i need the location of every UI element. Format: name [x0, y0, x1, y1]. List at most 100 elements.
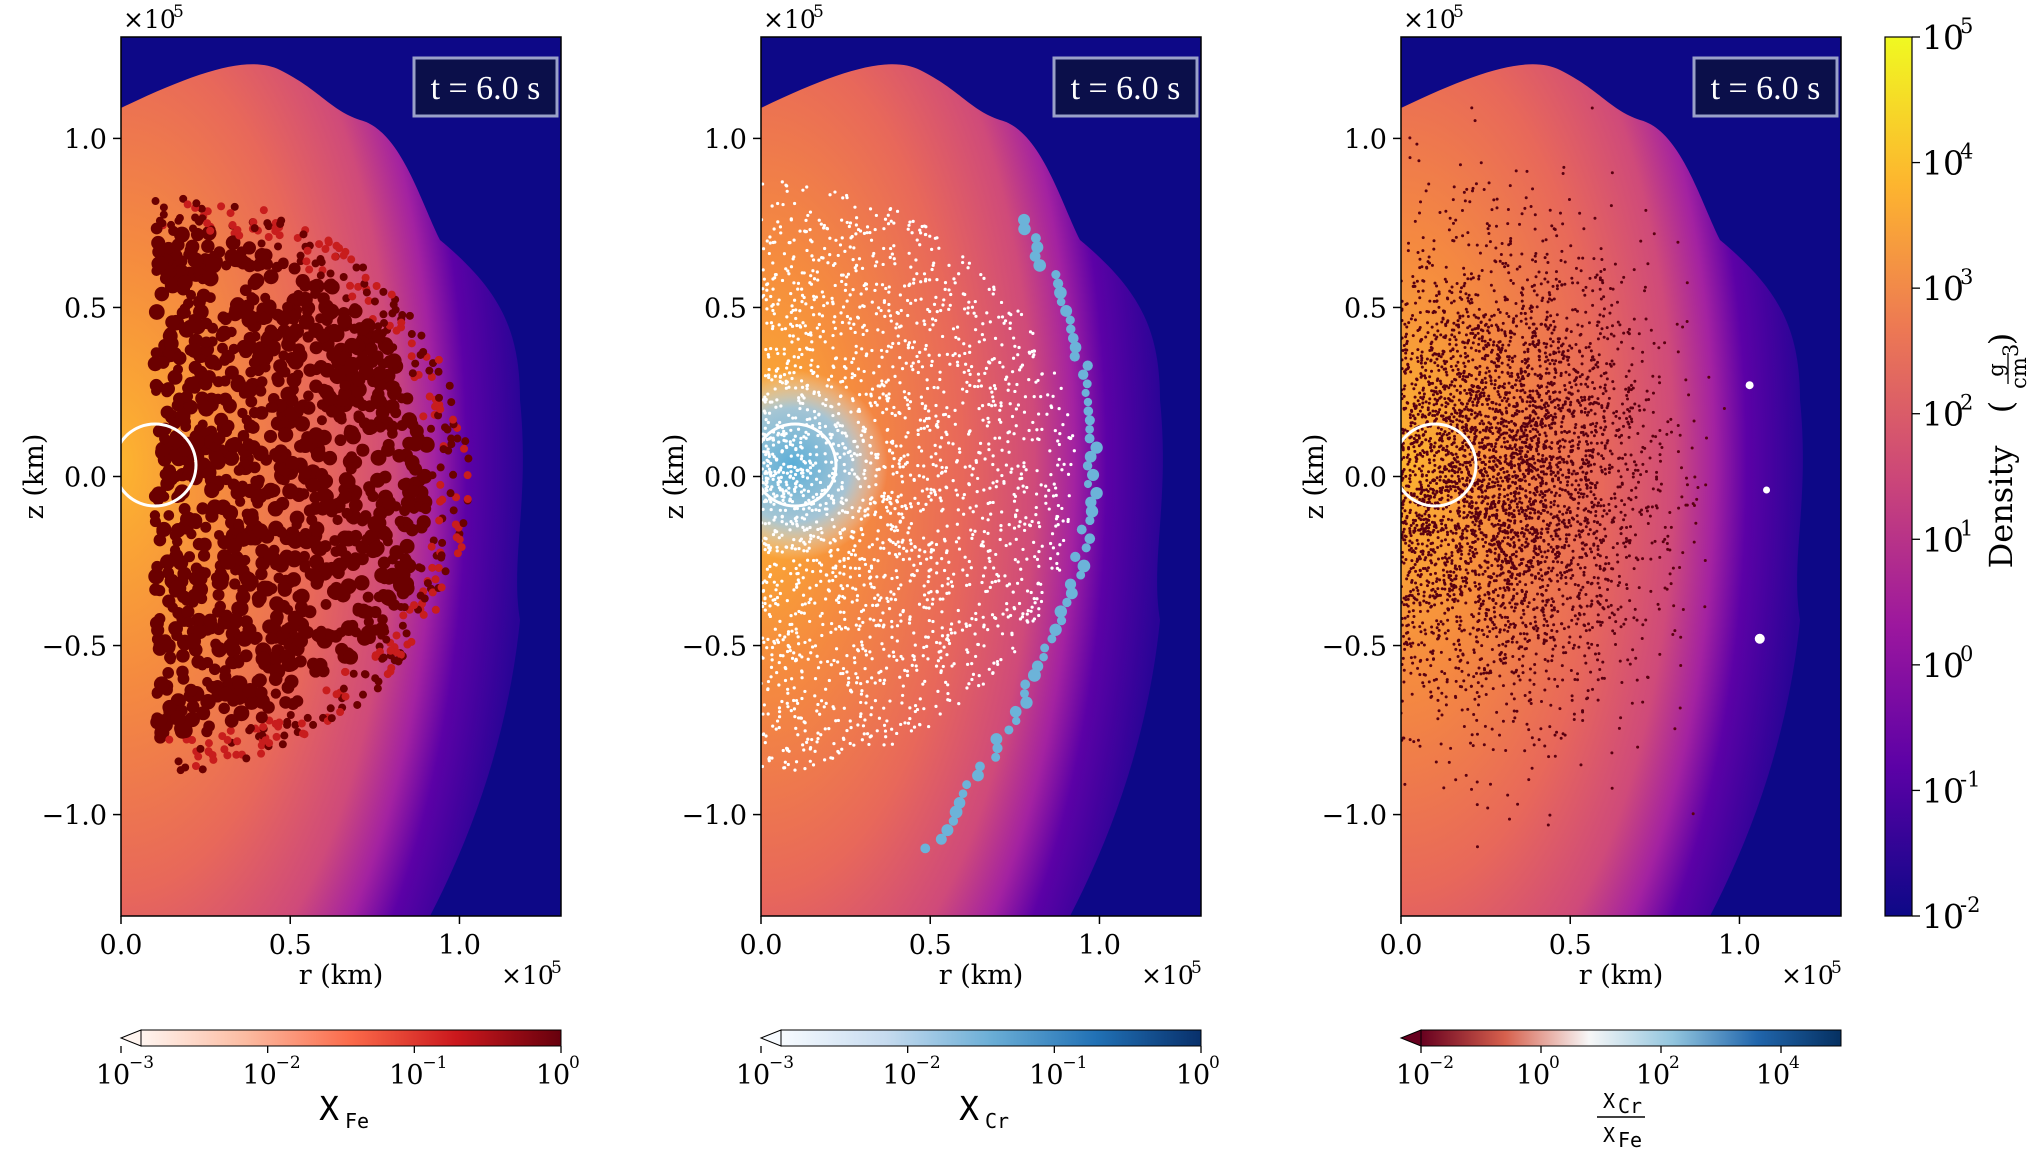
fe-particle [225, 450, 236, 462]
cr-particle [869, 713, 873, 717]
fe-particle [361, 273, 370, 282]
colorbar-gradient [780, 1029, 1202, 1047]
cr-particle [829, 460, 834, 464]
cr-particle [888, 699, 892, 703]
ratio-particle [1564, 336, 1568, 340]
ratio-particle [1447, 760, 1451, 764]
ratio-particle [1610, 452, 1614, 456]
cr-particle [859, 379, 863, 383]
x-tick-label: 0.0 [100, 930, 143, 961]
cr-particle [951, 327, 956, 331]
cr-particle [876, 529, 880, 533]
cr-particle [789, 428, 793, 432]
cr-particle [790, 622, 794, 626]
cr-particle [877, 598, 882, 602]
cr-particle [792, 651, 796, 655]
fe-particle [324, 236, 333, 245]
ratio-particle [1444, 526, 1448, 530]
fe-particle [243, 331, 257, 345]
cr-particle [794, 316, 798, 321]
cr-particle-large [1011, 716, 1021, 726]
ratio-particle [1466, 277, 1470, 281]
cr-particle [863, 514, 867, 518]
ratio-particle [1533, 662, 1537, 666]
ratio-particle [1451, 531, 1455, 535]
cr-particle [900, 701, 904, 705]
cr-particle [908, 220, 912, 224]
fe-particle [316, 487, 332, 502]
cr-particle [994, 616, 998, 620]
cr-particle [769, 436, 773, 440]
cr-particle [831, 578, 835, 583]
cr-particle [909, 265, 913, 269]
fe-particle [179, 194, 188, 203]
cr-particle [960, 628, 965, 632]
cr-particle [947, 414, 951, 419]
cr-particle [775, 596, 780, 600]
ratio-particle [1511, 480, 1515, 484]
cr-particle [850, 375, 854, 380]
cr-particle [913, 709, 917, 714]
cr-particle [866, 513, 870, 517]
cr-particle [932, 261, 936, 265]
cr-particle [855, 453, 859, 457]
cr-particle [966, 266, 970, 270]
fe-particle [334, 434, 347, 447]
cr-particle [834, 719, 838, 723]
cr-particle [992, 383, 997, 388]
cr-particle [785, 483, 789, 487]
cr-particle [797, 547, 801, 551]
fe-particle [282, 483, 299, 500]
cr-particle [782, 462, 786, 466]
cr-particle [809, 274, 813, 278]
ratio-particle [1465, 536, 1469, 540]
ratio-particle [1691, 812, 1695, 816]
ratio-particle [1581, 256, 1585, 260]
cr-particle [777, 660, 781, 665]
cr-particle [853, 205, 857, 209]
colorbar-tick-exponent: −3 [769, 1053, 794, 1073]
ratio-particle [1550, 597, 1554, 601]
ratio-particle [1407, 321, 1411, 325]
ratio-particle [1611, 421, 1615, 425]
cr-particle [931, 619, 935, 624]
ratio-particle [1560, 249, 1564, 253]
cr-particle [763, 741, 767, 745]
ratio-particle [1466, 326, 1470, 330]
ratio-particle [1576, 389, 1580, 393]
cr-particle [875, 575, 879, 579]
fe-particle [186, 343, 202, 358]
ratio-particle [1498, 259, 1502, 263]
fe-particle [197, 419, 208, 430]
cr-particle [800, 385, 805, 389]
fe-particle [280, 731, 289, 740]
ratio-particle [1517, 538, 1521, 542]
cr-particle [812, 391, 816, 396]
fe-particle [419, 610, 428, 619]
cr-particle [849, 726, 853, 730]
cr-particle [779, 466, 783, 470]
fe-particle [272, 732, 281, 741]
cr-particle [954, 540, 959, 544]
cr-particle [843, 469, 847, 473]
cr-particle [893, 598, 898, 602]
ratio-particle [1421, 236, 1425, 240]
x-multiplier-exponent: 5 [551, 958, 562, 978]
fe-particle [157, 452, 172, 467]
cr-particle [864, 287, 869, 291]
ratio-particle [1411, 566, 1415, 570]
cr-particle [769, 594, 773, 598]
ratio-particle [1416, 588, 1420, 592]
ratio-particle [1561, 438, 1565, 442]
cr-particle [808, 461, 813, 465]
cr-particle [954, 488, 958, 492]
fe-particle [417, 331, 426, 340]
cr-particle [897, 512, 901, 516]
ratio-particle [1474, 377, 1478, 381]
ratio-particle [1564, 537, 1568, 541]
cr-particle [829, 404, 833, 408]
cr-particle [764, 488, 769, 492]
cr-particle [977, 407, 981, 411]
cr-particle [874, 624, 878, 628]
ratio-particle [1455, 460, 1459, 464]
